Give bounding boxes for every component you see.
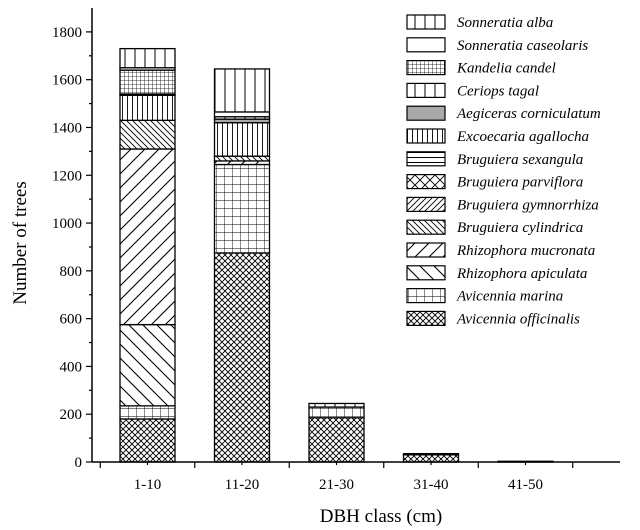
bar-segment — [309, 407, 364, 418]
y-tick-label: 0 — [75, 455, 83, 471]
legend-label: Rhizophora apiculata — [456, 266, 587, 282]
x-tick-label: 11-20 — [225, 477, 259, 493]
x-tick-label: 31-40 — [414, 477, 449, 493]
legend-label: Aegiceras corniculatum — [456, 106, 601, 122]
bar-stack-1-10 — [120, 49, 175, 462]
legend-item: Bruguiera sexangula — [407, 152, 583, 168]
y-axis: 0 200 400 600 800 1000 1200 1400 1600 1800 — [52, 8, 92, 471]
legend-swatch — [407, 197, 445, 211]
legend-item: Rhizophora apiculata — [407, 266, 587, 282]
legend: Sonneratia alba Sonneratia caseolaris Kand… — [407, 15, 601, 327]
legend-item: Ceriops tagal — [407, 83, 539, 99]
bar-segment — [404, 454, 459, 455]
legend-swatch — [407, 289, 445, 303]
legend-swatch — [407, 38, 445, 52]
bar-segment — [215, 156, 270, 161]
x-tick-label: 21-30 — [319, 477, 354, 493]
y-tick-label: 200 — [60, 407, 83, 423]
legend-item: Bruguiera cylindrica — [407, 220, 583, 236]
legend-item: Excoecaria agallocha — [407, 129, 589, 145]
bar-segment — [120, 419, 175, 462]
legend-item: Bruguiera parviflora — [407, 175, 583, 191]
legend-label: Ceriops tagal — [457, 83, 539, 99]
legend-label: Sonneratia caseolaris — [457, 38, 588, 54]
legend-label: Bruguiera gymnorrhiza — [457, 197, 599, 213]
y-tick-label: 1800 — [52, 25, 82, 41]
legend-label: Sonneratia alba — [457, 15, 553, 31]
legend-swatch — [407, 266, 445, 280]
bar-segment — [215, 165, 270, 253]
bar-segment — [215, 253, 270, 462]
y-tick-label: 1000 — [52, 216, 82, 232]
bar-segment — [120, 120, 175, 149]
bar-segment — [215, 112, 270, 117]
legend-item: Rhizophora mucronata — [407, 243, 595, 259]
legend-swatch — [407, 152, 445, 166]
legend-label: Avicennia marina — [456, 289, 563, 305]
bar-segment — [309, 418, 364, 462]
y-tick-label: 600 — [60, 312, 83, 328]
y-tick-label: 1600 — [52, 73, 82, 89]
bar-segment — [404, 455, 459, 462]
legend-label: Bruguiera parviflora — [457, 175, 583, 191]
y-axis-title: Number of trees — [10, 181, 31, 304]
bar-stack-11-20 — [215, 69, 270, 462]
legend-label: Excoecaria agallocha — [456, 129, 589, 145]
legend-swatch — [407, 175, 445, 189]
legend-swatch — [407, 61, 445, 75]
bar-segment — [120, 95, 175, 120]
legend-swatch — [407, 243, 445, 257]
legend-swatch — [407, 106, 445, 120]
x-axis-title: DBH class (cm) — [320, 506, 442, 527]
bar-segment — [120, 325, 175, 406]
legend-item: Aegiceras corniculatum — [407, 106, 601, 122]
legend-item: Kandelia candel — [407, 61, 556, 77]
bar-stack-21-30 — [309, 403, 364, 462]
legend-swatch — [407, 220, 445, 234]
legend-swatch — [407, 311, 445, 325]
legend-swatch — [407, 15, 445, 29]
y-tick-label: 400 — [60, 359, 83, 375]
legend-label: Bruguiera cylindrica — [457, 220, 583, 236]
bar-segment — [309, 403, 364, 407]
x-axis: 1-10 11-20 21-30 31-40 41-50 — [92, 462, 620, 493]
bar-segment — [120, 49, 175, 68]
x-tick-label: 1-10 — [134, 477, 162, 493]
bar-segment — [120, 406, 175, 419]
legend-item: Avicennia officinalis — [407, 311, 580, 327]
legend-item: Bruguiera gymnorrhiza — [407, 197, 599, 213]
bar-segment — [215, 123, 270, 156]
legend-label: Rhizophora mucronata — [456, 243, 595, 259]
bar-stack-31-40 — [404, 454, 459, 462]
legend-label: Kandelia candel — [456, 61, 556, 77]
y-tick-label: 800 — [60, 264, 83, 280]
legend-item: Sonneratia alba — [407, 15, 553, 31]
legend-item: Sonneratia caseolaris — [407, 38, 588, 54]
bar-segment — [215, 69, 270, 112]
legend-label: Avicennia officinalis — [456, 311, 580, 327]
bar-segment — [120, 70, 175, 94]
y-tick-label: 1400 — [52, 120, 82, 136]
legend-swatch — [407, 129, 445, 143]
legend-swatch — [407, 83, 445, 97]
y-tick-label: 1200 — [52, 168, 82, 184]
x-tick-label: 41-50 — [508, 477, 543, 493]
legend-label: Bruguiera sexangula — [457, 152, 583, 168]
legend-item: Avicennia marina — [407, 289, 563, 305]
bar-segment — [120, 149, 175, 325]
